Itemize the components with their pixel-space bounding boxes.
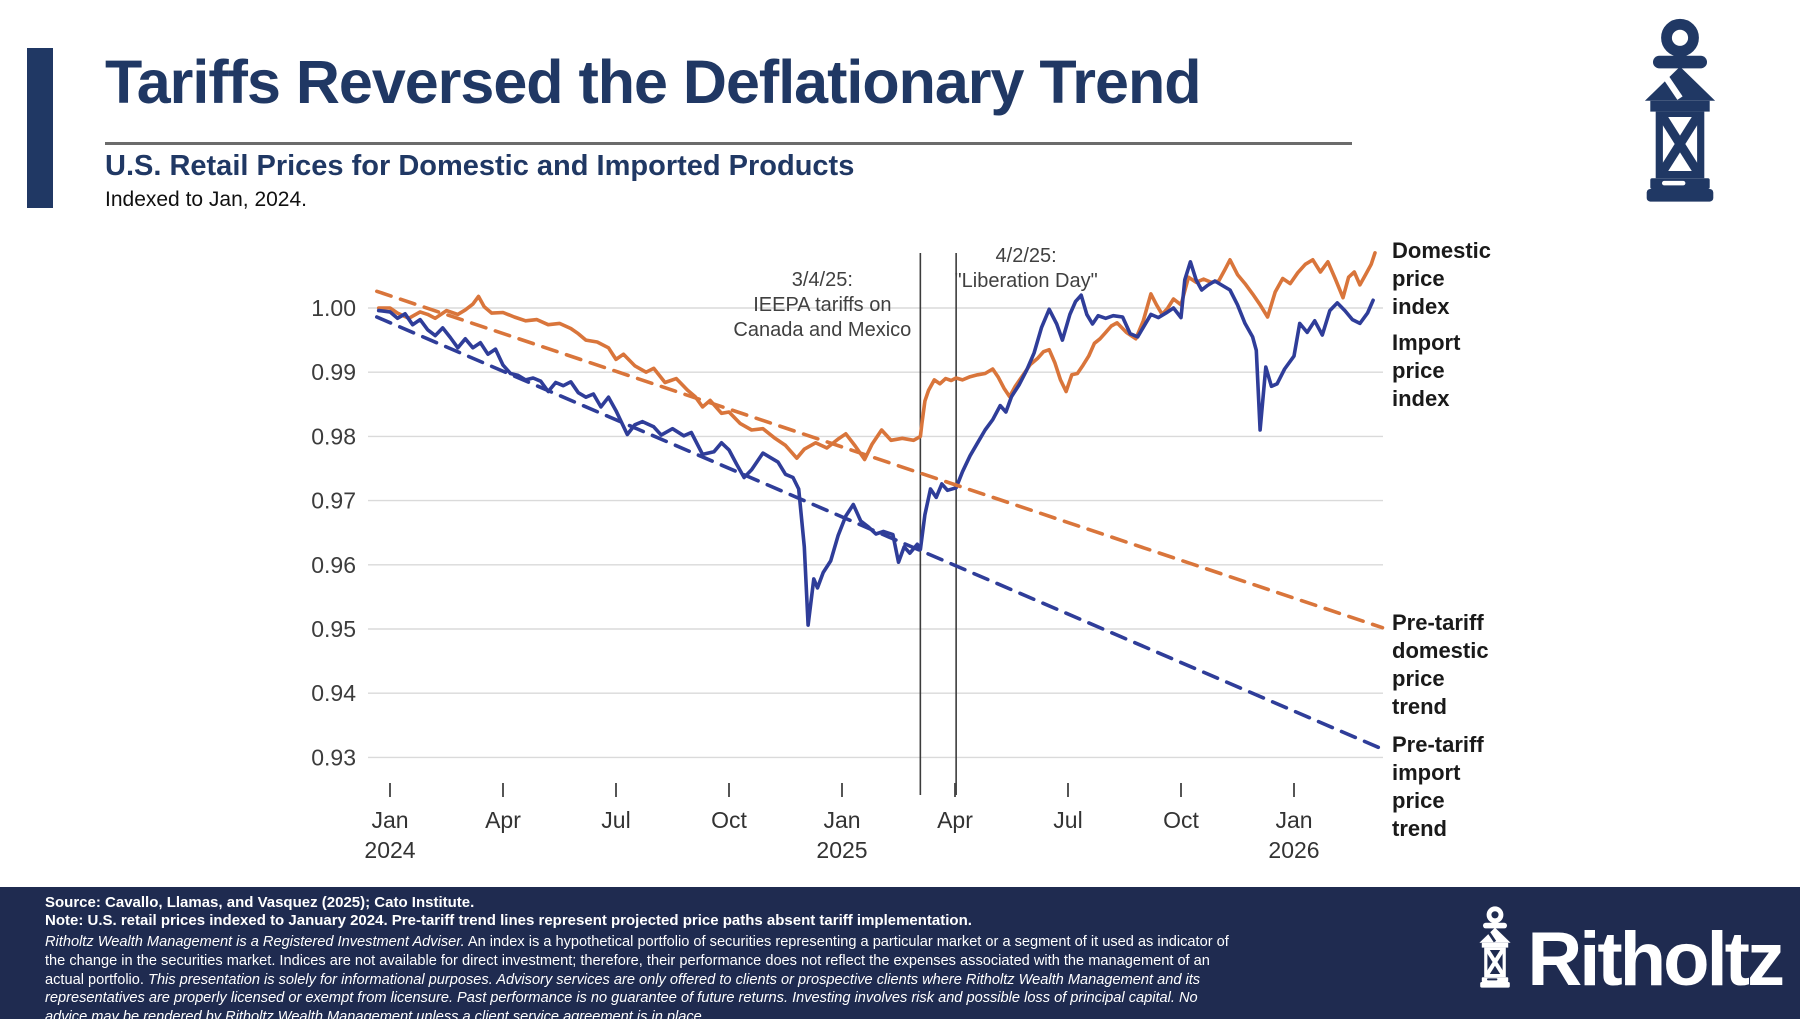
x-axis-tick-label: Jan [823,807,860,833]
x-axis-tick-label: Jul [1053,807,1082,833]
lantern-part [1662,180,1686,186]
lantern-part [1479,927,1512,943]
x-axis-tick-label: Jan [371,807,408,833]
disclaimer-segment: This presentation is solely for informat… [45,971,1201,1019]
series-label-domestic_trend: trend [1392,694,1447,719]
y-axis-tick-label: 1.00 [311,295,356,321]
lantern-part [1660,71,1683,100]
series-label-domestic: index [1392,294,1450,319]
brand-wordmark: Ritholtz [1527,916,1785,1002]
lantern-part [1482,942,1509,948]
x-axis-tick-label: Oct [1163,807,1199,833]
x-axis-year-label: 2026 [1268,837,1319,863]
title-underline [105,142,1352,145]
import-line [376,259,1375,627]
series-label-import: index [1392,386,1450,411]
lantern-part [1492,918,1499,926]
lantern-part [1644,66,1716,101]
lantern-part [1483,922,1508,929]
y-axis-tick-label: 0.99 [311,359,356,385]
x-axis-tick-label: Apr [937,807,973,833]
event-annotation: 4/2/25: [996,245,1057,267]
x-axis-tick-label: Jan [1275,807,1312,833]
lantern-icon [1644,18,1716,202]
series-label-import: price [1392,358,1445,383]
series-label-import_trend: trend [1392,816,1447,841]
lantern-part [1646,189,1714,202]
footer-note: Note: U.S. retail prices indexed to Janu… [45,911,972,929]
series-label-import: Import [1392,330,1461,355]
series-label-domestic: Domestic [1392,238,1491,263]
footer-disclaimer: Ritholtz Wealth Management is a Register… [45,933,1230,1019]
lantern-part [1487,978,1498,981]
domestic_trend-line [374,289,1385,630]
x-axis-year-label: 2024 [364,837,415,863]
series-label-domestic_trend: price [1392,666,1445,691]
x-axis-year-label: 2025 [816,837,867,863]
lantern-icon [1479,906,1512,988]
footer-band: Source: Cavallo, Llamas, and Vasquez (20… [0,887,1800,1019]
event-annotation: "Liberation Day" [955,270,1098,292]
lantern-part [1659,114,1701,174]
event-annotation: IEEPA tariffs on [753,294,891,316]
y-axis-tick-label: 0.98 [311,423,356,449]
chart-subtitle: U.S. Retail Prices for Domestic and Impo… [105,150,855,182]
import_trend-line [374,315,1385,751]
series-label-domestic: price [1392,266,1445,291]
y-axis-tick-label: 0.93 [311,744,356,770]
footer-text-block: Source: Cavallo, Llamas, and Vasquez (20… [45,894,1230,1019]
domestic-line [376,251,1377,462]
y-axis-tick-label: 0.96 [311,552,356,578]
footer-source: Source: Cavallo, Llamas, and Vasquez (20… [45,894,475,911]
disclaimer-segment: Ritholtz Wealth Management is a Register… [45,934,465,950]
index-note: Indexed to Jan, 2024. [105,188,307,211]
lantern-part [1653,55,1707,69]
disclaimer-segment: An index is a hypothetical portfolio of … [45,934,1229,988]
title-accent-bar [27,48,53,208]
lantern-part [1480,982,1511,988]
series-label-import_trend: import [1392,760,1461,785]
y-axis-tick-label: 0.97 [311,488,356,514]
series-label-import_trend: Pre-tariff [1392,732,1484,757]
event-annotation: 3/4/25: [792,269,853,291]
y-axis-tick-label: 0.95 [311,616,356,642]
x-axis-tick-label: Apr [485,807,521,833]
series-label-domestic_trend: domestic [1392,638,1489,663]
lantern-part [1650,100,1710,112]
footer-logo: Ritholtz [1475,905,1785,1002]
series-label-domestic_trend: Pre-tariff [1392,610,1484,635]
series-label-import_trend: price [1392,788,1445,813]
x-axis-tick-label: Jul [601,807,630,833]
lantern-part [1486,948,1505,976]
lantern-part [1486,929,1497,943]
y-axis-tick-label: 0.94 [311,680,356,706]
x-axis-tick-label: Oct [711,807,747,833]
event-annotation: Canada and Mexico [733,319,911,341]
page-title: Tariffs Reversed the Deflationary Trend [105,48,1202,116]
